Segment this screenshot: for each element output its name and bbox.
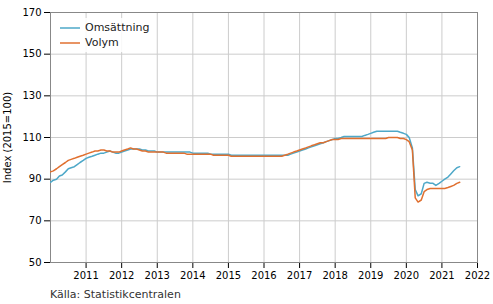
html-text:Källa: Statistikcentralen: Källa: Statistikcentralen: [50, 288, 181, 301]
svg-text:2021: 2021: [429, 270, 454, 281]
svg-text:2017: 2017: [287, 270, 312, 281]
svg-text:130: 130: [22, 90, 41, 101]
html-text:Omsättning: Omsättning: [85, 21, 150, 34]
svg-text:2012: 2012: [109, 270, 134, 281]
svg-text:2016: 2016: [251, 270, 276, 281]
svg-text:150: 150: [22, 48, 41, 59]
svg-text:2015: 2015: [216, 270, 241, 281]
svg-text:2013: 2013: [145, 270, 170, 281]
html-text:Volym: Volym: [85, 36, 119, 49]
svg-text:2022: 2022: [465, 270, 490, 281]
svg-text:2020: 2020: [394, 270, 419, 281]
svg-text:Index (2015=100): Index (2015=100): [2, 92, 13, 184]
svg-text:2011: 2011: [73, 270, 98, 281]
svg-text:90: 90: [29, 173, 42, 184]
svg-text:2018: 2018: [322, 270, 347, 281]
svg-text:170: 170: [22, 7, 41, 18]
svg-text:70: 70: [29, 215, 42, 226]
svg-text:2019: 2019: [358, 270, 383, 281]
svg-text:110: 110: [22, 132, 41, 143]
svg-text:50: 50: [29, 257, 42, 268]
svg-text:2014: 2014: [180, 270, 205, 281]
